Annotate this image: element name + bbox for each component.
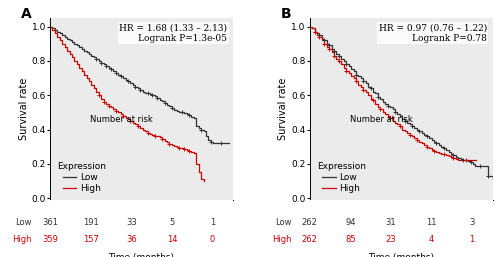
Text: 4: 4 [429, 235, 434, 244]
Text: 191: 191 [83, 218, 98, 227]
Text: 5: 5 [170, 218, 174, 227]
Text: 262: 262 [302, 235, 318, 244]
Text: Low: Low [275, 218, 291, 227]
Text: 157: 157 [82, 235, 98, 244]
Text: Low: Low [15, 218, 32, 227]
Y-axis label: Survival rate: Survival rate [278, 78, 288, 140]
Text: Number at risk: Number at risk [350, 115, 412, 124]
Text: 1: 1 [470, 235, 475, 244]
Text: 262: 262 [302, 218, 318, 227]
Text: 1: 1 [210, 218, 215, 227]
Text: 23: 23 [386, 235, 396, 244]
Text: HR = 1.68 (1.33 – 2.13)
Logrank P=1.3e-05: HR = 1.68 (1.33 – 2.13) Logrank P=1.3e-0… [120, 23, 228, 43]
Text: High: High [12, 235, 32, 244]
X-axis label: Time (months): Time (months) [368, 253, 434, 257]
Text: 33: 33 [126, 218, 136, 227]
Text: A: A [20, 7, 32, 21]
Text: 11: 11 [426, 218, 437, 227]
Text: B: B [280, 7, 291, 21]
Legend: Low, High: Low, High [54, 159, 109, 195]
Text: 3: 3 [470, 218, 475, 227]
Text: High: High [272, 235, 291, 244]
Text: 94: 94 [345, 218, 356, 227]
Y-axis label: Survival rate: Survival rate [18, 78, 28, 140]
Text: 0: 0 [210, 235, 215, 244]
Text: 36: 36 [126, 235, 136, 244]
Text: 85: 85 [345, 235, 356, 244]
Text: 14: 14 [166, 235, 177, 244]
Text: 361: 361 [42, 218, 58, 227]
Text: Number at risk: Number at risk [90, 115, 153, 124]
Text: 31: 31 [386, 218, 396, 227]
Text: 359: 359 [42, 235, 58, 244]
X-axis label: Time (months): Time (months) [108, 253, 174, 257]
Text: HR = 0.97 (0.76 – 1.22)
Logrank P=0.78: HR = 0.97 (0.76 – 1.22) Logrank P=0.78 [379, 23, 487, 43]
Legend: Low, High: Low, High [314, 159, 368, 195]
